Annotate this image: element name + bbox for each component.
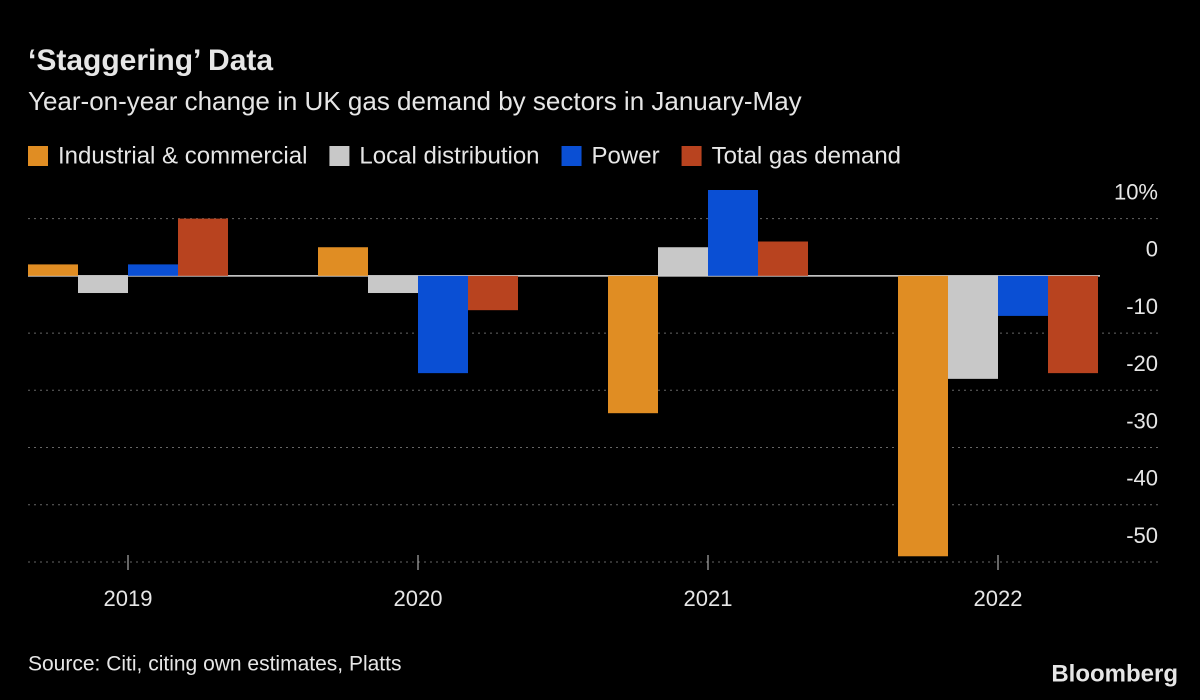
y-tick-label: -20	[1126, 351, 1158, 376]
bar	[78, 275, 128, 294]
legend-label: Total gas demand	[712, 142, 901, 169]
y-tick-label: 10%	[1114, 179, 1158, 204]
bar	[1048, 275, 1098, 374]
bar	[368, 275, 418, 294]
bar	[178, 218, 228, 276]
legend-swatch	[561, 146, 582, 166]
bar	[898, 275, 948, 557]
y-tick-label: -50	[1126, 523, 1158, 548]
y-tick-label: -40	[1126, 466, 1158, 491]
legend-label: Local distribution	[359, 142, 539, 169]
bar	[468, 275, 518, 311]
bar	[128, 264, 178, 276]
bar	[948, 275, 998, 379]
x-tick-label: 2019	[104, 586, 153, 611]
chart-subtitle: Year-on-year change in UK gas demand by …	[28, 86, 802, 116]
legend-label: Power	[592, 142, 660, 169]
legend-swatch	[329, 146, 350, 166]
bar	[28, 264, 78, 276]
x-tick-label: 2020	[394, 586, 443, 611]
bar	[998, 275, 1048, 316]
x-tick-label: 2021	[684, 586, 733, 611]
logo: Bloomberg	[1051, 660, 1178, 687]
bar	[318, 247, 368, 276]
bar	[658, 247, 708, 276]
bar	[708, 190, 758, 276]
chart-title: ‘Staggering’ Data	[28, 44, 273, 77]
legend-swatch	[681, 146, 702, 166]
y-tick-label: -30	[1126, 408, 1158, 433]
source: Source: Citi, citing own estimates, Plat…	[28, 653, 401, 676]
x-tick-label: 2022	[974, 586, 1023, 611]
bar	[608, 275, 658, 414]
bar	[418, 275, 468, 374]
y-tick-label: -10	[1126, 294, 1158, 319]
y-tick-label: 0	[1146, 237, 1158, 262]
legend-label: Industrial & commercial	[58, 142, 307, 169]
legend-swatch	[28, 146, 48, 166]
bar	[758, 241, 808, 276]
